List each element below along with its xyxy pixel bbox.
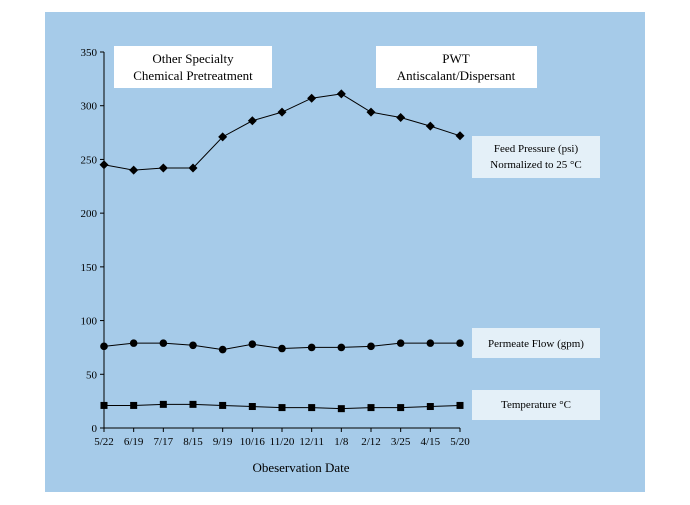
data-point-square xyxy=(278,404,286,412)
legend-feed-pressure-line2: Normalized to 25 °C xyxy=(490,159,581,171)
annotation-right: PWT Antiscalant/Dispersant xyxy=(376,46,537,88)
x-tick-label: 2/12 xyxy=(361,436,381,448)
x-tick-label: 5/20 xyxy=(450,436,470,448)
x-tick-label: 9/19 xyxy=(213,436,233,448)
data-point-diamond xyxy=(336,89,346,99)
x-tick-labels: 5/22 6/19 7/17 8/15 9/19 10/16 11/20 12/11 1/8 2/… xyxy=(94,428,470,448)
data-point-circle xyxy=(129,339,138,347)
x-tick-label: 10/16 xyxy=(240,436,266,448)
x-tick-label: 1/8 xyxy=(334,436,349,448)
data-point-diamond xyxy=(307,93,317,103)
data-point-square xyxy=(130,401,138,409)
series-2 xyxy=(100,339,464,354)
legend-feed-pressure: Feed Pressure (psi) Normalized to 25 °C xyxy=(472,136,600,178)
y-tick-label: 250 xyxy=(81,154,98,166)
y-tick-label: 200 xyxy=(81,208,98,220)
data-point-circle xyxy=(307,343,316,352)
y-tick-label: 350 xyxy=(81,47,98,59)
annotation-left: Other Specialty Chemical Pretreatment xyxy=(114,46,272,88)
data-point-diamond xyxy=(455,131,465,141)
series-line xyxy=(103,93,461,171)
y-tick-labels: 0 50 100 150 200 250 300 350 xyxy=(81,47,104,435)
data-point-circle xyxy=(159,339,168,347)
data-point-square xyxy=(397,404,405,412)
annotation-left-line1: Other Specialty xyxy=(152,51,234,66)
x-tick-label: 8/15 xyxy=(183,436,203,448)
data-point-diamond xyxy=(425,121,435,131)
data-point-square xyxy=(426,403,434,411)
x-tick-label: 6/19 xyxy=(124,436,144,448)
x-tick-label: 5/22 xyxy=(94,436,114,448)
data-point-square xyxy=(456,401,464,409)
data-point-square xyxy=(367,404,375,412)
data-point-diamond xyxy=(158,163,168,173)
annotation-right-line2: Antiscalant/Dispersant xyxy=(397,68,516,83)
data-point-circle xyxy=(100,342,108,351)
data-point-circle xyxy=(456,339,464,347)
data-point-square xyxy=(248,403,256,411)
y-tick-label: 50 xyxy=(86,369,98,381)
series-3 xyxy=(100,400,464,413)
series-group xyxy=(99,89,465,413)
data-point-circle xyxy=(189,341,197,350)
data-point-circle xyxy=(278,344,286,353)
data-point-diamond xyxy=(218,132,228,142)
legend-permeate-flow-label: Permeate Flow (gpm) xyxy=(488,338,584,350)
y-tick-label: 300 xyxy=(81,101,98,113)
legend-feed-pressure-line1: Feed Pressure (psi) xyxy=(494,143,579,155)
data-point-circle xyxy=(367,342,375,351)
legend-permeate-flow: Permeate Flow (gpm) xyxy=(472,328,600,358)
x-tick-label: 4/15 xyxy=(421,436,441,448)
data-point-square xyxy=(308,404,316,412)
x-tick-label: 11/20 xyxy=(270,436,295,448)
data-point-diamond xyxy=(188,163,198,173)
x-axis-title: Obeservation Date xyxy=(252,460,349,475)
data-point-square xyxy=(189,400,197,408)
x-tick-label: 3/25 xyxy=(391,436,411,448)
legend-temperature-label: Temperature °C xyxy=(501,399,571,411)
data-point-circle xyxy=(426,339,435,347)
data-point-square xyxy=(159,400,167,408)
annotation-right-line1: PWT xyxy=(442,51,470,66)
data-point-diamond xyxy=(277,107,287,117)
series-1 xyxy=(99,89,465,175)
legend-temperature: Temperature °C xyxy=(472,390,600,420)
data-point-diamond xyxy=(99,160,109,170)
data-point-square xyxy=(337,405,345,413)
data-point-diamond xyxy=(396,113,406,123)
x-tick-label: 7/17 xyxy=(154,436,174,448)
data-point-diamond xyxy=(247,116,257,126)
data-point-circle xyxy=(396,339,405,347)
data-point-square xyxy=(219,401,227,409)
data-point-diamond xyxy=(366,107,376,117)
x-tick-label: 12/11 xyxy=(299,436,324,448)
y-tick-label: 150 xyxy=(81,262,98,274)
annotation-left-line2: Chemical Pretreatment xyxy=(133,68,253,83)
y-tick-label: 0 xyxy=(92,423,98,435)
data-point-square xyxy=(100,401,108,409)
data-point-circle xyxy=(337,343,346,352)
data-point-diamond xyxy=(129,165,139,175)
data-point-circle xyxy=(248,340,257,349)
data-point-circle xyxy=(218,345,227,354)
y-tick-label: 100 xyxy=(81,316,98,328)
